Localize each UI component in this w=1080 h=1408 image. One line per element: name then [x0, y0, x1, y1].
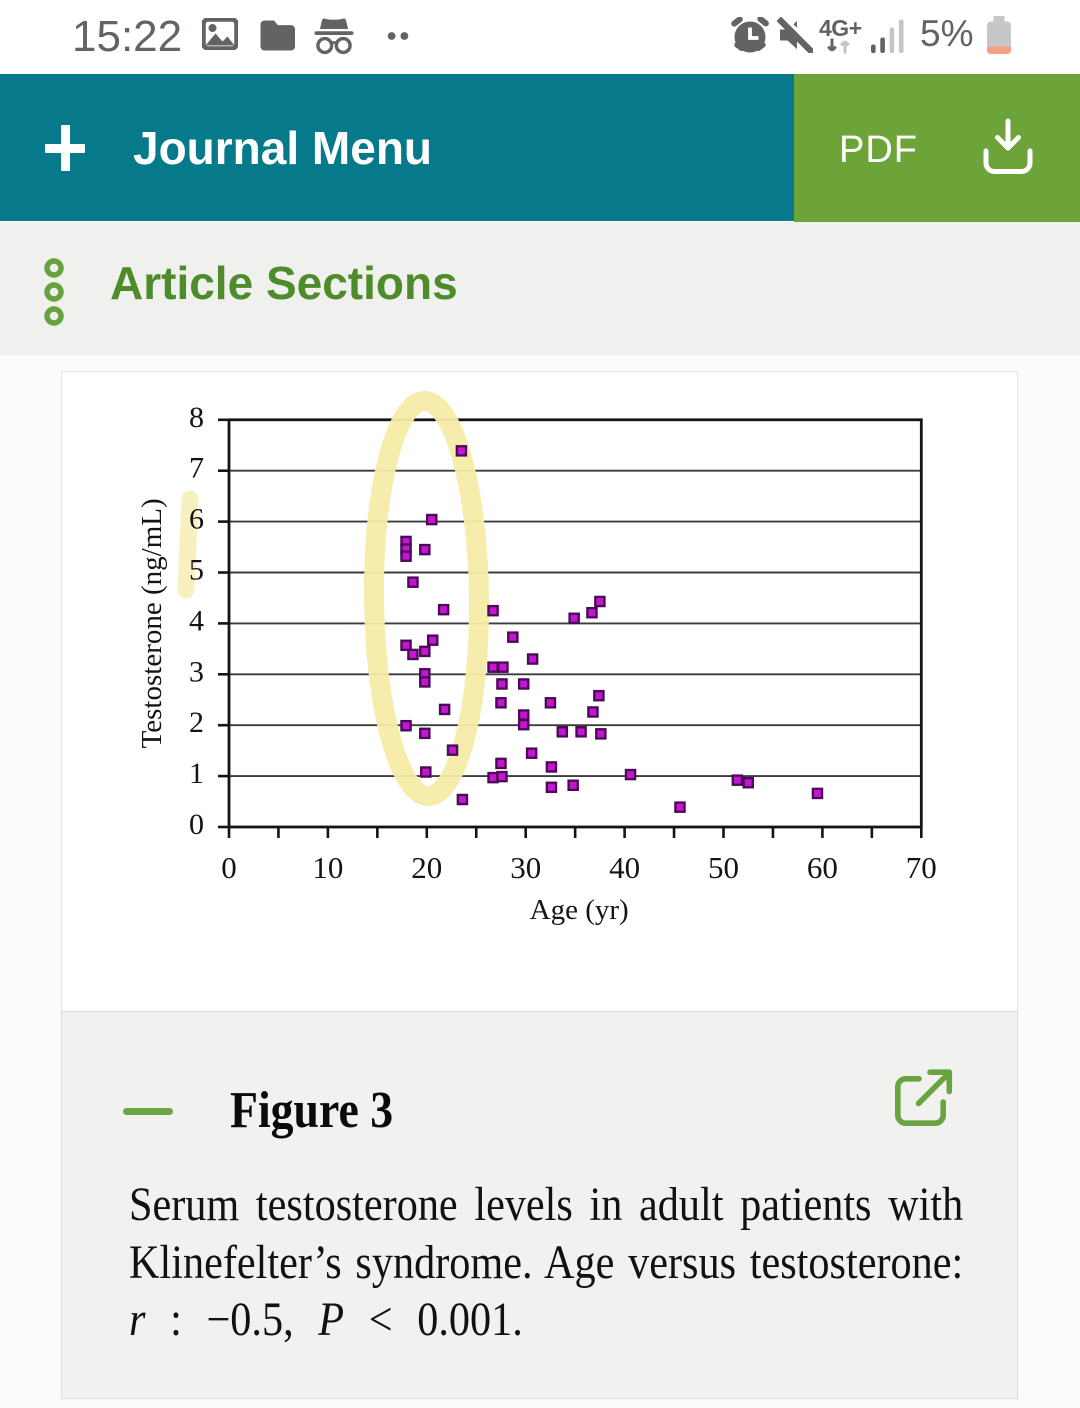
svg-text:0: 0 — [189, 808, 204, 841]
svg-text:1: 1 — [189, 757, 204, 790]
svg-text:40: 40 — [609, 850, 640, 885]
svg-text:0: 0 — [221, 850, 237, 885]
svg-text:20: 20 — [411, 850, 442, 885]
svg-text:70: 70 — [906, 850, 937, 885]
svg-text:Testosterone (ng/mL): Testosterone (ng/mL) — [136, 498, 168, 748]
svg-text:8: 8 — [189, 401, 204, 434]
svg-text:7: 7 — [189, 452, 204, 485]
svg-text:60: 60 — [807, 850, 838, 885]
svg-text:10: 10 — [312, 850, 343, 885]
svg-text:Age (yr): Age (yr) — [530, 894, 629, 926]
svg-text:30: 30 — [510, 850, 541, 885]
svg-text:50: 50 — [708, 850, 739, 885]
svg-text:2: 2 — [189, 706, 204, 739]
svg-text:5: 5 — [189, 554, 204, 587]
svg-text:6: 6 — [189, 503, 204, 536]
svg-text:3: 3 — [189, 655, 204, 688]
svg-text:4: 4 — [189, 604, 204, 637]
